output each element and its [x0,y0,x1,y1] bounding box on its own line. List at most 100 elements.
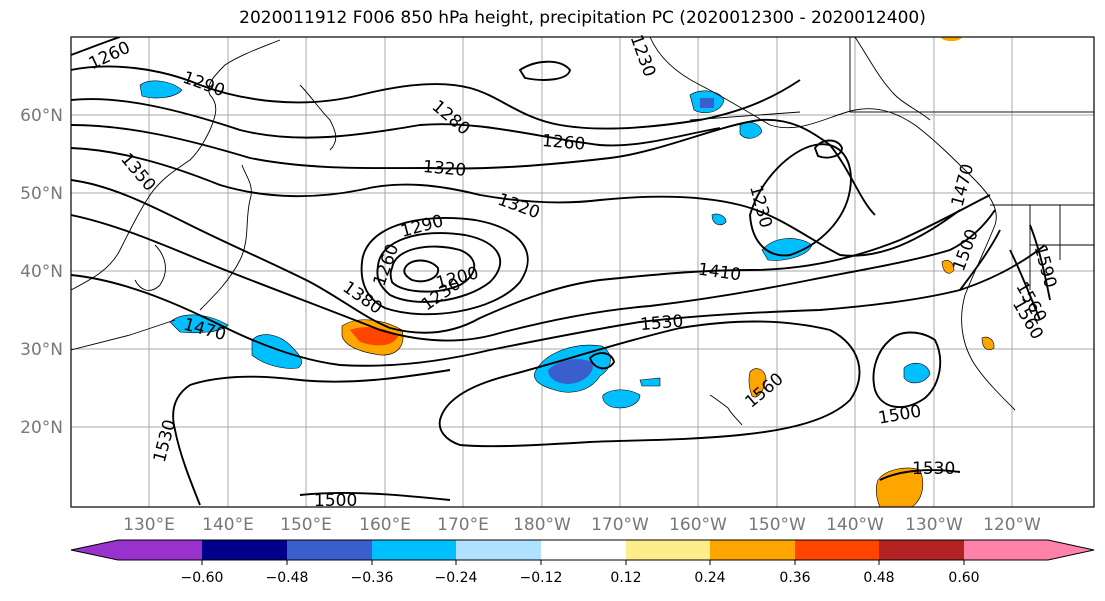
coast-kamchatka [299,84,337,151]
precip-darkblue-core [548,359,593,384]
contour-label: 1320 [422,157,467,181]
contour-label: 1260 [541,131,586,155]
lon-label-170e: 170°E [437,515,489,535]
precip-blue-japan-south [251,334,302,369]
border-us-states [1029,205,1094,290]
lon-label-160e: 160°E [359,515,411,535]
precip-blue-small-pacific [711,213,727,226]
lon-label-160w: 160°W [669,515,727,535]
colorbar-segment-10 [879,540,964,560]
colorbar-tick-label: −0.24 [435,570,478,586]
colorbar-segment-4 [372,540,456,560]
precip-blue-japan-coast [169,314,229,334]
lon-label-130e: 130°E [123,515,175,535]
coast-asia-mainland [71,39,281,291]
contour-1350 [71,147,961,257]
lon-label-150e: 150°E [280,515,332,535]
contour-1380 [71,179,991,334]
lon-label-170w: 170°W [591,515,649,535]
colorbar-tick-label: −0.36 [351,570,394,586]
contour-small-pacific [588,352,616,370]
precip-blue-mideast [903,362,931,384]
contour-1560-east [1009,249,1041,321]
lat-label-20n: 20°N [20,418,63,438]
colorbar-segment-12 [1048,540,1094,560]
height-contours [71,37,1051,506]
contour-1320 [71,118,876,216]
lon-label-140w: 140°W [826,515,884,535]
colorbar-segment-11 [964,540,1048,560]
colorbar-tick-label: −0.60 [181,570,224,586]
lat-label-40n: 40°N [20,262,63,282]
contour-1410 [71,209,996,342]
lon-label-180w: 180°W [513,515,571,535]
coast-alaska [649,37,997,226]
contour-1500-south [299,491,451,501]
colorbar-segment-6 [541,540,626,560]
map-border [70,36,1095,508]
colorbar: −0.60 −0.48 −0.36 −0.24 −0.12 0.12 0.24 … [70,539,1095,586]
precip-orange-east [981,336,995,350]
contour-low-1290 [360,217,529,316]
colorbar-tick-label: 0.24 [694,570,725,586]
coastlines [71,37,1094,426]
contour-1530 [172,369,451,506]
inset-box [849,37,1094,113]
lon-label-140e: 140°E [202,515,254,535]
contour-1530-pacific [438,320,861,448]
coast-japan [199,164,252,311]
colorbar-tick-label: 0.60 [948,570,979,586]
contour-1260-mid [71,98,721,147]
contour-1260-north [71,37,121,56]
colorbar-segment-2 [202,540,287,560]
colorbar-segment-3 [287,540,372,560]
map-title: 2020011912 F006 850 hPa height, precipit… [239,8,926,28]
contour-label: 1500 [314,491,357,511]
contour-1470 [71,244,1046,367]
colorbar-segment-5 [456,540,541,560]
colorbar-tick-label: −0.12 [520,570,563,586]
lon-label-120w: 120°W [983,515,1041,535]
longitude-labels: 130°E 140°E 150°E 160°E 170°E 180°W 170°… [123,515,1041,535]
precip-orange-hawaii [748,368,767,398]
precip-blue-small-east [602,389,641,409]
contour-small-north [518,60,572,81]
coast-china-south [71,319,176,351]
coast-hawaii [709,394,743,426]
lat-label-30n: 30°N [20,340,63,360]
contour-1290-north [71,65,801,130]
contour-low-1260 [376,232,501,303]
precip-blue-northwest [139,80,183,99]
lon-label-130w: 130°W [905,515,963,535]
colorbar-segment-8 [710,540,795,560]
colorbar-segment-9 [795,540,879,560]
coast-north-america-west [961,224,1016,411]
precip-blue-tiny [639,377,661,387]
colorbar-segment-1 [118,540,202,560]
contour-1590 [1029,224,1051,301]
colorbar-tick-label: 0.36 [779,570,810,586]
contour-label: 1530 [912,459,955,479]
contour-1500-east [959,229,1001,291]
colorbar-tick-label: −0.48 [266,570,309,586]
contour-trough-closed [813,139,843,159]
precip-darkblue-bering [700,98,714,108]
colorbar-segment-0 [71,540,118,560]
lon-label-150w: 150°W [748,515,806,535]
colorbar-outline [70,539,1095,561]
coast-korea [134,244,166,291]
contour-label: 1530 [639,311,684,335]
colorbar-segment-7 [626,540,710,560]
contour-low-1200 [403,259,439,283]
precipitation-shading [139,37,995,507]
latitude-labels: 60°N 50°N 40°N 30°N 20°N [20,106,63,438]
colorbar-tick-label: 0.12 [610,570,641,586]
map-frame [71,37,1094,507]
contour-trough-1230 [749,143,852,257]
lat-label-60n: 60°N [20,106,63,126]
contour-1500-low [872,331,942,408]
contour-low-1230 [389,245,476,293]
colorbar-tick-label: 0.48 [863,570,894,586]
lat-label-50n: 50°N [20,184,63,204]
